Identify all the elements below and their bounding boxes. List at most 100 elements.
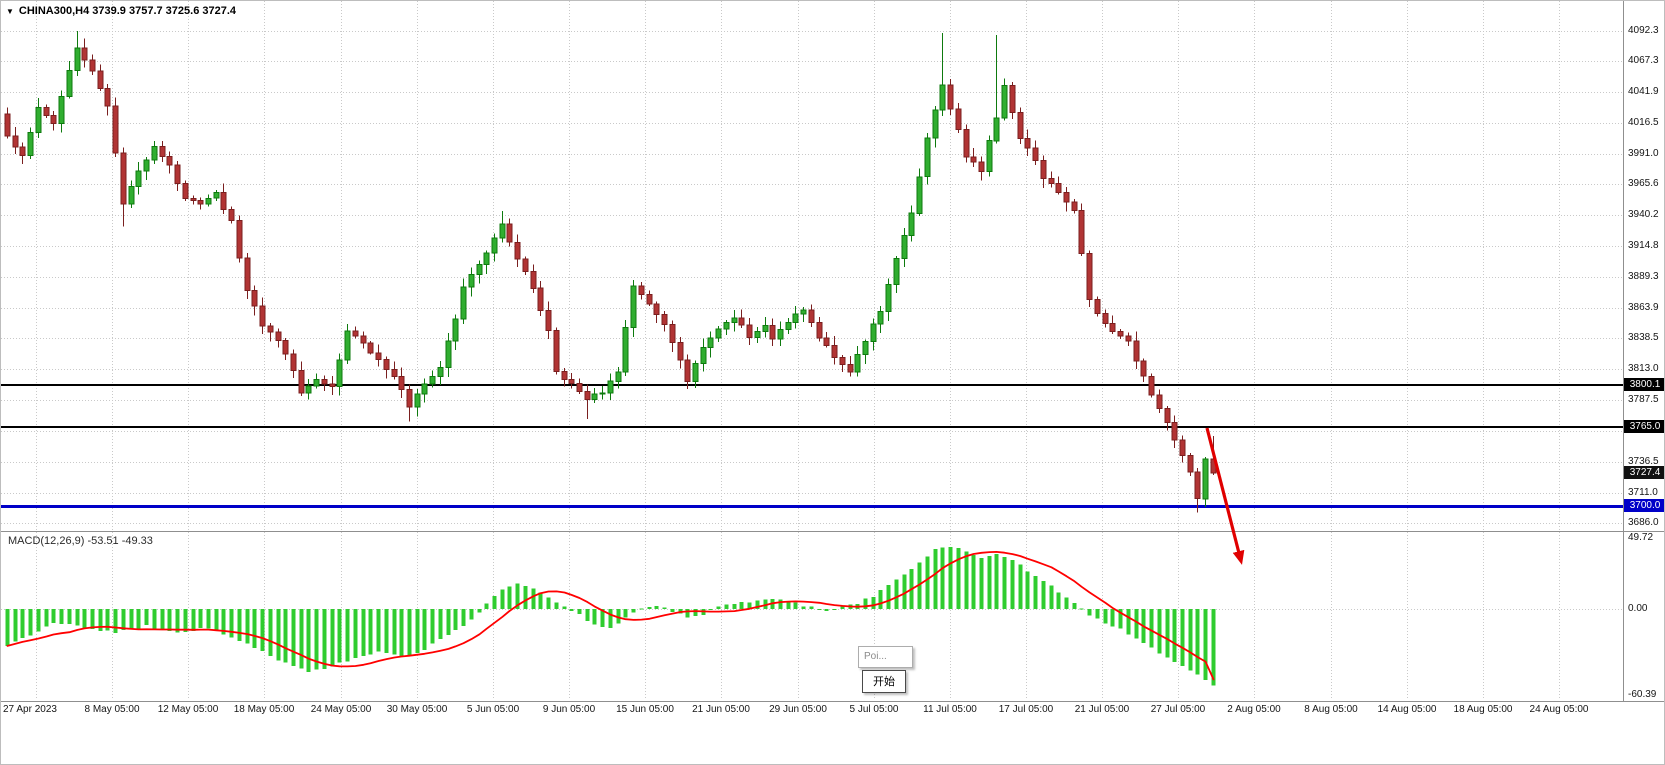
- candle-body: [1024, 137, 1031, 149]
- candle-body: [1133, 340, 1140, 362]
- candle-body: [190, 198, 197, 202]
- macd-bar: [183, 609, 188, 633]
- macd-bar: [59, 609, 64, 624]
- candle-body: [661, 314, 668, 325]
- candle-body: [220, 191, 227, 210]
- candle-body: [723, 322, 730, 330]
- candle-body: [452, 318, 459, 342]
- candle-body: [275, 331, 282, 342]
- macd-bar: [523, 586, 528, 609]
- macd-bar: [562, 606, 567, 609]
- candle-body: [522, 258, 529, 272]
- macd-bar: [994, 554, 999, 609]
- candle-body: [715, 328, 722, 339]
- symbol-dropdown-icon[interactable]: ▼: [6, 6, 14, 16]
- candle-body: [128, 186, 135, 205]
- candle-body: [638, 285, 645, 295]
- candle-body: [460, 286, 467, 320]
- candle-body: [197, 200, 204, 205]
- macd-bar: [1149, 609, 1154, 648]
- macd-bar: [693, 609, 698, 616]
- grid-layer: [1, 1, 1623, 700]
- macd-bar: [886, 585, 891, 609]
- macd-label: MACD(12,26,9) -53.51 -49.33: [8, 535, 153, 547]
- macd-bar: [631, 609, 636, 613]
- macd-bar: [314, 609, 319, 670]
- candle-body: [908, 212, 915, 237]
- macd-bar: [214, 609, 219, 631]
- candle-body: [50, 115, 57, 125]
- macd-bar: [577, 609, 582, 615]
- start-button[interactable]: 开始: [862, 670, 906, 693]
- macd-bar: [260, 609, 265, 651]
- candle-body: [646, 293, 653, 305]
- macd-bar: [1095, 609, 1100, 619]
- macd-bar: [337, 609, 342, 663]
- macd-bar: [608, 609, 613, 628]
- macd-bar: [925, 556, 930, 609]
- macd-bar: [964, 551, 969, 609]
- macd-bar: [1134, 609, 1139, 639]
- candle-body: [313, 379, 320, 387]
- candle-body: [205, 197, 212, 205]
- macd-bar: [878, 590, 883, 609]
- macd-bar: [322, 609, 327, 670]
- macd-bar: [592, 609, 597, 625]
- candle-body: [1179, 439, 1186, 456]
- macd-bar: [933, 549, 938, 609]
- candle-body: [236, 219, 243, 259]
- macd-bar: [1041, 580, 1046, 609]
- macd-bar: [245, 609, 250, 644]
- candle-body: [367, 342, 374, 354]
- candle-body: [174, 164, 181, 185]
- candles-layer: [4, 31, 1217, 513]
- macd-bar: [469, 609, 474, 620]
- macd-bar: [67, 609, 72, 625]
- macd-bar: [237, 609, 242, 642]
- candle-body: [885, 284, 892, 313]
- macd-bar: [438, 609, 443, 639]
- candle-body: [499, 223, 506, 239]
- macd-bar: [724, 604, 729, 609]
- macd-bar: [113, 609, 118, 633]
- trend-arrow[interactable]: [1205, 427, 1245, 565]
- macd-bar: [206, 609, 211, 629]
- candle-body: [112, 105, 119, 154]
- candle-body: [1040, 160, 1047, 179]
- candle-body: [1202, 458, 1209, 500]
- macd-bar: [1203, 609, 1208, 681]
- macd-bar: [13, 609, 18, 642]
- macd-bar: [1002, 557, 1007, 609]
- candle-body: [1194, 471, 1201, 500]
- macd-bar: [1010, 560, 1015, 609]
- price-lines-layer[interactable]: [1, 384, 1623, 508]
- macd-bar: [778, 599, 783, 609]
- candle-body: [483, 252, 490, 266]
- candle-body: [993, 117, 1000, 142]
- macd-bar: [569, 609, 574, 611]
- macd-bar: [252, 609, 257, 649]
- candle-body: [1001, 85, 1008, 119]
- macd-bar: [554, 602, 559, 609]
- candle-body: [298, 370, 305, 394]
- macd-bar: [167, 609, 172, 632]
- macd-bar: [515, 583, 520, 609]
- candle-body: [576, 382, 583, 393]
- candle-body: [1125, 335, 1132, 342]
- candle-body: [360, 335, 367, 344]
- macd-bar: [956, 548, 961, 609]
- macd-bar: [1064, 597, 1069, 609]
- candle-body: [754, 331, 761, 338]
- candle-body: [700, 347, 707, 365]
- candle-body: [491, 237, 498, 254]
- candle-body: [445, 340, 452, 369]
- candle-body: [823, 337, 830, 347]
- macd-bar: [500, 589, 505, 609]
- candle-body: [785, 322, 792, 330]
- macd-bar: [1126, 609, 1131, 635]
- candle-body: [568, 379, 575, 384]
- candle-body: [468, 273, 475, 288]
- macd-bar: [786, 601, 791, 609]
- candle-body: [58, 95, 65, 125]
